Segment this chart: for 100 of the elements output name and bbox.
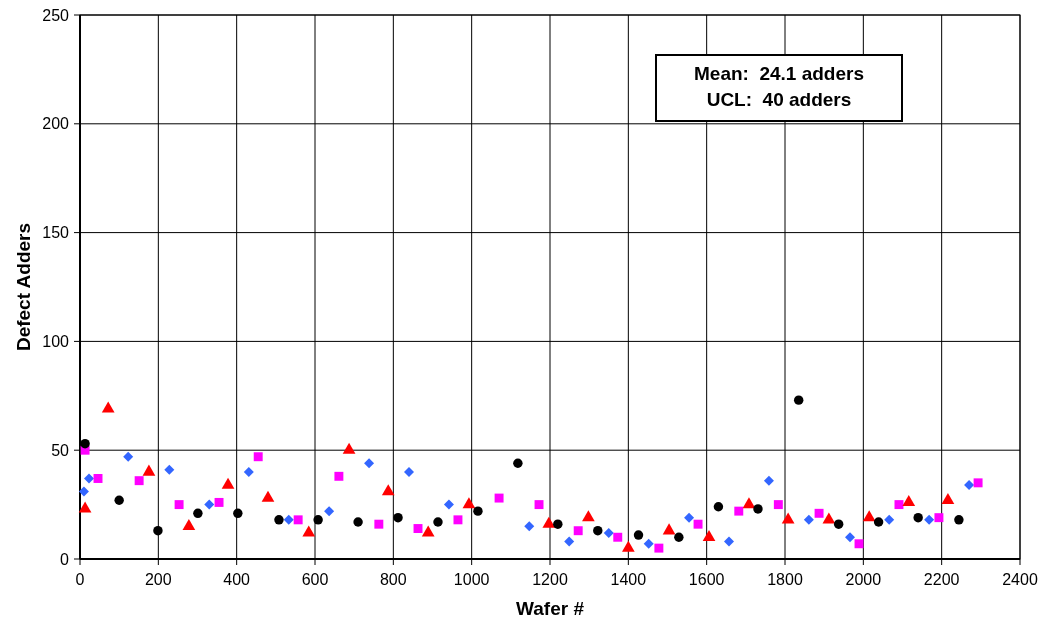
x-tick-label: 1000 (453, 571, 490, 588)
point (80, 438, 90, 449)
point (473, 506, 483, 516)
point (763, 475, 774, 486)
point (573, 526, 583, 536)
point (164, 464, 175, 475)
x-tick-label: 0 (75, 571, 85, 588)
point (243, 466, 254, 477)
point (513, 458, 523, 468)
point (553, 519, 563, 529)
point (214, 497, 224, 507)
y-tick-label: 150 (42, 224, 70, 242)
point (101, 401, 115, 413)
point (873, 517, 884, 527)
x-tick-label: 800 (379, 571, 407, 588)
point (274, 515, 284, 525)
point (742, 497, 756, 509)
point (364, 458, 375, 469)
x-tick-label: 600 (301, 571, 329, 588)
point (973, 478, 983, 488)
x-axis-title: Wafer # (516, 598, 585, 619)
point (773, 500, 783, 510)
point (153, 526, 163, 536)
point (702, 529, 716, 541)
point (822, 512, 836, 524)
x-tick-label: 1200 (532, 571, 568, 588)
point (662, 523, 676, 535)
point (374, 519, 384, 529)
point (781, 512, 795, 524)
point (902, 495, 916, 507)
point (693, 519, 703, 529)
point (123, 451, 134, 462)
point (734, 506, 744, 516)
point (261, 490, 275, 502)
point (433, 517, 443, 527)
point (723, 536, 734, 547)
point (204, 499, 215, 510)
x-tick-label: 400 (223, 571, 251, 588)
point (621, 540, 635, 552)
point (854, 539, 864, 549)
point (193, 508, 203, 519)
point (603, 527, 614, 538)
point (413, 524, 423, 534)
point (313, 515, 323, 525)
point (803, 514, 814, 525)
point (793, 395, 804, 405)
point (633, 530, 644, 540)
point (453, 515, 463, 525)
point (293, 515, 303, 525)
point (134, 476, 144, 486)
text-box: Mean: 24.1 adders UCL: 40 adders (655, 54, 903, 122)
point (182, 519, 196, 531)
y-tick-label: 200 (42, 115, 70, 133)
point (934, 513, 944, 523)
point (283, 514, 294, 525)
point (462, 497, 476, 509)
point (353, 517, 363, 527)
y-tick-label: 50 (51, 441, 70, 459)
point (221, 477, 235, 489)
point (862, 510, 876, 522)
point (84, 473, 95, 484)
point (381, 484, 395, 496)
annotation: Mean: 24.1 adders (693, 63, 865, 84)
point (913, 512, 923, 523)
point (941, 492, 955, 504)
y-tick-label: 100 (42, 333, 70, 350)
point (233, 508, 243, 519)
x-tick-label: 1600 (688, 571, 725, 588)
x-tick-label: 2000 (845, 571, 882, 588)
point (924, 514, 935, 525)
x-tick-label: 200 (144, 571, 172, 588)
point (334, 471, 344, 481)
point (884, 514, 895, 525)
x-tick-label: 1400 (610, 571, 647, 588)
point (674, 532, 684, 542)
point (564, 536, 575, 547)
point (964, 480, 975, 491)
x-tick-label: 2400 (1002, 571, 1038, 588)
point (534, 500, 544, 510)
point (582, 510, 595, 522)
point (954, 515, 964, 525)
point (494, 493, 504, 503)
point (713, 502, 724, 512)
point (93, 474, 103, 483)
point (78, 486, 89, 497)
point (814, 508, 824, 518)
point (253, 452, 263, 462)
point (302, 525, 316, 537)
point (524, 521, 535, 532)
point (324, 506, 335, 517)
y-tick-label: 250 (42, 6, 70, 24)
point (833, 519, 844, 529)
point (643, 538, 654, 549)
point (894, 500, 904, 510)
x-tick-label: 1800 (767, 571, 803, 588)
point (613, 532, 623, 542)
point (421, 525, 435, 537)
point (542, 516, 556, 528)
point (753, 504, 763, 514)
point (114, 495, 124, 505)
